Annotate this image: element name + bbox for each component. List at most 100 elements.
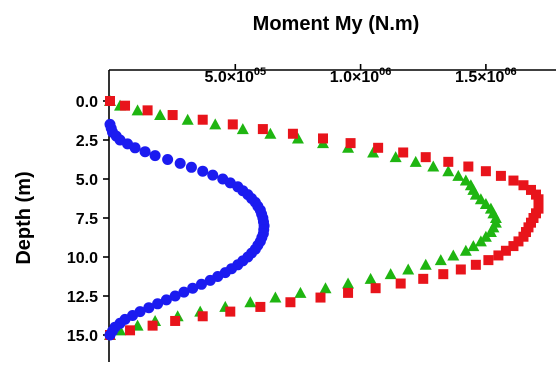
y-tick-label: 2.5 [76,133,98,150]
y-tick-label: 15.0 [67,328,98,345]
data-point-square [255,301,266,312]
data-point-triangle [469,188,482,200]
x-tick-exponent: 05 [254,66,266,78]
data-point-square [120,100,131,111]
data-point-triangle [269,291,282,303]
data-point-circle [178,286,190,298]
data-point-triangle [181,113,194,125]
data-point-square [285,297,296,308]
data-point-triangle [384,268,397,280]
x-tick-times: ×10 [477,69,504,86]
plot-area: 5.0×1005 1.0×1006 1.5×1006 0.02.55.07.510.… [67,64,556,362]
data-point-square [225,306,236,317]
x-tick-times: ×10 [352,69,379,86]
data-point-circle [162,154,174,165]
data-point-triangle [474,235,487,247]
x-tick-exponent: 06 [504,66,516,78]
data-point-triangle [427,160,440,172]
series-square [105,96,544,340]
data-point-triangle [389,151,402,163]
data-point-triangle [264,127,277,139]
data-point-circle [174,157,186,169]
data-point-square [463,161,474,172]
data-point-triangle [447,249,460,261]
data-point-square [480,166,491,177]
data-point-square [105,96,115,106]
data-point-square [443,156,454,167]
x-tick-label: 1.5×1006 [455,66,517,86]
data-point-triangle [479,230,492,242]
data-point-triangle [236,123,249,135]
data-point-triangle [484,226,497,238]
data-point-square [345,138,356,149]
data-point-circle [197,165,209,177]
x-tick-mantissa: 1.0 [330,69,352,86]
data-point-square [370,283,381,294]
y-axis-title: Depth (m) [13,171,35,264]
data-point-square [518,231,529,242]
data-point-circle [187,282,199,294]
data-point-square [343,287,354,298]
data-point-circle [169,290,181,302]
data-point-triangle [319,282,332,294]
y-tick-label: 0.0 [76,94,98,111]
data-point-triangle [364,272,377,284]
data-point-square [398,147,409,158]
data-point-circle [152,298,164,310]
data-point-square [455,264,466,275]
data-point-triangle [467,240,480,252]
y-tick-label: 12.5 [67,289,98,306]
x-tick-label: 1.0×1006 [330,66,392,86]
data-series [104,95,544,341]
data-point-square [525,184,536,195]
data-point-square [518,180,529,191]
data-point-square [373,142,384,153]
data-point-square [170,315,181,326]
data-point-triangle [459,244,472,256]
data-point-circle [207,169,219,181]
data-point-square [438,269,449,280]
data-point-circle [185,161,197,173]
data-point-square [495,170,506,181]
data-point-square [483,255,494,266]
data-point-triangle [409,155,422,167]
data-point-triangle [459,174,472,186]
data-point-square [420,152,431,163]
data-point-triangle [342,277,355,289]
y-tick-label: 7.5 [76,211,98,228]
data-point-circle [160,294,172,306]
data-point-square [508,175,519,186]
data-point-square [142,105,153,116]
data-point-circle [129,142,141,154]
data-point-triangle [209,118,222,130]
data-point-square [500,245,511,256]
data-point-triangle [434,254,447,266]
data-point-triangle [442,165,455,177]
data-point-square [315,292,326,303]
series-circle [104,118,270,341]
data-point-triangle [244,296,257,308]
data-point-triangle [291,132,304,144]
data-point-square [167,110,178,121]
y-axis-ticks: 0.0 2.5 5.0 7.5 10.0 12.5 15.0 [67,94,109,345]
x-tick-mantissa: 5.0 [204,69,226,86]
data-point-triangle [419,258,432,270]
data-point-circle [149,150,161,162]
x-tick-times: ×10 [227,69,254,86]
x-axis-title: Moment My (N.m) [253,13,420,35]
data-point-circle [104,329,116,341]
data-point-triangle [479,197,492,209]
data-point-square [513,236,524,247]
data-point-triangle [131,104,144,116]
data-point-square [287,128,298,139]
x-tick-mantissa: 1.5 [455,69,477,86]
data-point-triangle [402,263,415,275]
data-point-triangle [452,169,465,181]
data-point-square [493,250,504,261]
y-tick-label: 10.0 [67,250,98,267]
data-point-square [418,273,429,284]
data-point-square [257,124,268,135]
data-point-circle [204,274,216,286]
data-point-triangle [154,109,167,121]
